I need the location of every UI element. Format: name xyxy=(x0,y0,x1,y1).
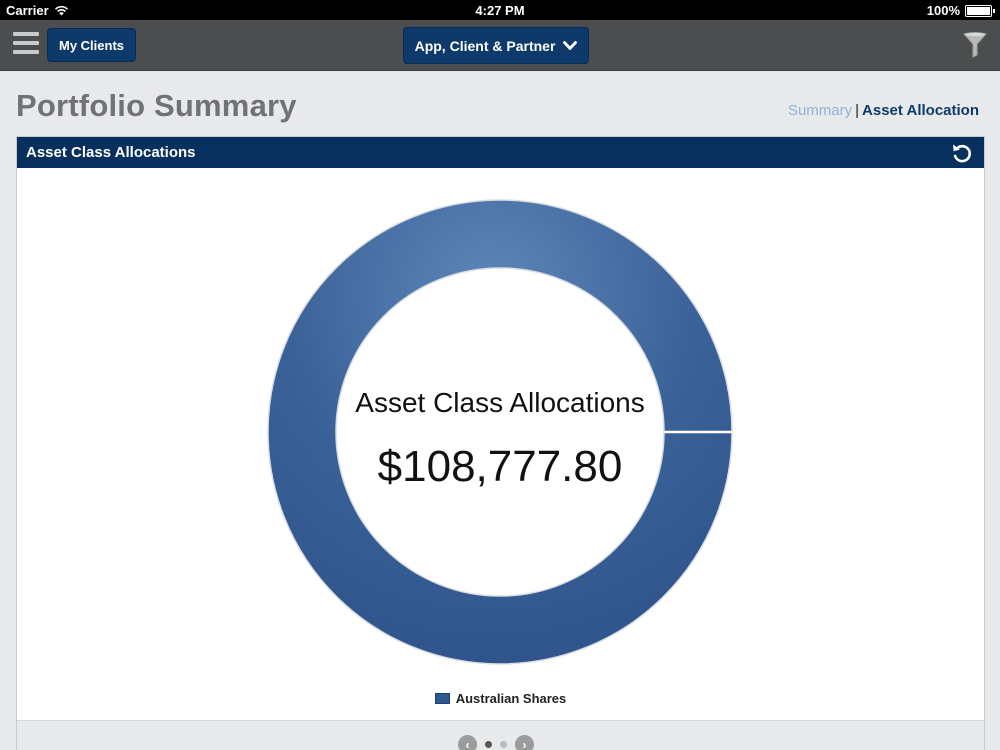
client-partner-dropdown[interactable]: App, Client & Partner xyxy=(403,27,589,64)
status-carrier-group: Carrier xyxy=(6,3,69,18)
filter-icon[interactable] xyxy=(963,32,987,58)
chevron-left-icon[interactable]: ‹ xyxy=(458,735,477,750)
panel-header: Asset Class Allocations xyxy=(17,137,984,168)
legend-label-australian-shares: Australian Shares xyxy=(455,691,567,706)
carrier-label: Carrier xyxy=(6,3,49,18)
page-dot-1[interactable] xyxy=(485,741,492,748)
chevron-right-icon[interactable]: › xyxy=(515,735,534,750)
donut-chart-svg: Asset Class Allocations $108,777.80 xyxy=(267,199,733,665)
hamburger-icon[interactable] xyxy=(13,32,39,56)
nav-bar: My Clients App, Client & Partner xyxy=(0,20,1000,71)
wifi-icon xyxy=(54,5,68,16)
battery-percent: 100% xyxy=(926,3,960,18)
breadcrumb-asset-allocation[interactable]: Asset Allocation xyxy=(862,102,979,119)
panel-title: Asset Class Allocations xyxy=(26,144,196,161)
status-battery-group: 100% xyxy=(926,3,995,18)
status-time: 4:27 PM xyxy=(475,3,525,18)
asset-allocation-panel: Asset Class Allocations Asset Class Allo… xyxy=(16,136,985,750)
refresh-icon[interactable] xyxy=(950,141,974,165)
breadcrumb-summary-link[interactable]: Summary xyxy=(787,102,853,119)
donut-slice-australian-shares[interactable] xyxy=(267,199,733,665)
legend-swatch-australian-shares xyxy=(434,693,450,704)
page-title: Portfolio Summary xyxy=(16,88,297,123)
chart-legend: Australian Shares xyxy=(17,691,984,706)
donut-chart: Asset Class Allocations $108,777.80 xyxy=(17,168,984,720)
breadcrumb-separator: | xyxy=(855,102,860,119)
status-bar: Carrier 4:27 PM 100% xyxy=(0,0,1000,20)
donut-center-title: Asset Class Allocations xyxy=(355,387,644,418)
battery-icon xyxy=(965,4,995,17)
my-clients-button[interactable]: My Clients xyxy=(47,28,136,62)
page-indicator: ‹ › xyxy=(17,720,984,750)
page-dot-2[interactable] xyxy=(500,741,507,748)
chevron-down-icon xyxy=(563,40,578,50)
breadcrumb: Summary | Asset Allocation xyxy=(788,102,979,119)
dropdown-label: App, Client & Partner xyxy=(414,37,556,54)
donut-center-value: $108,777.80 xyxy=(378,442,623,491)
